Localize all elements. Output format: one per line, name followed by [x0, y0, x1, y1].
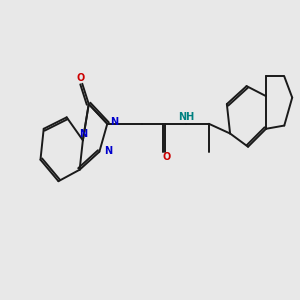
Text: NH: NH: [178, 112, 195, 122]
Text: O: O: [162, 152, 170, 162]
Text: N: N: [104, 146, 112, 156]
Text: N: N: [111, 117, 119, 127]
Text: O: O: [77, 74, 85, 83]
Text: N: N: [80, 129, 88, 139]
